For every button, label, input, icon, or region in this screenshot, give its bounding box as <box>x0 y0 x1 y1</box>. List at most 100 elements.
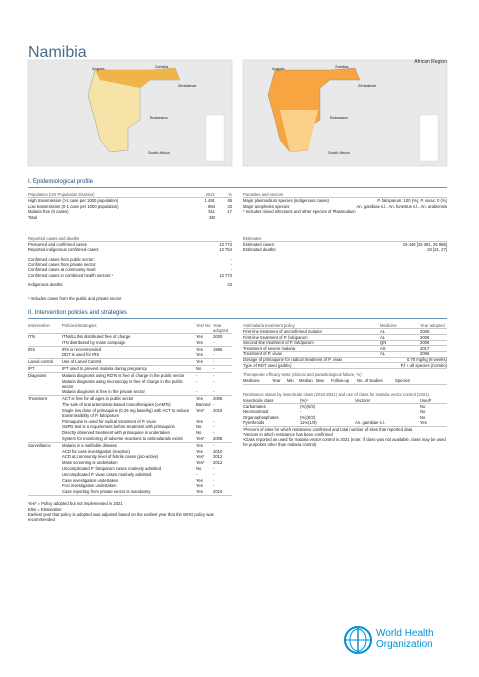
cell: (%)(0/3) <box>300 403 316 409</box>
map-label: Botswana <box>150 115 168 120</box>
col-header: Min <box>287 378 294 384</box>
cell: Yes <box>196 489 203 495</box>
cell: - <box>196 372 198 378</box>
cell: 511 <box>208 209 215 214</box>
cell: - <box>213 477 215 483</box>
cell: Indigenous deaths: <box>28 282 64 288</box>
cell: Treatment of severe malaria <box>243 345 296 351</box>
cell: 11%(1/9) <box>300 420 317 426</box>
cell: Second-line treatment of P. falciparum <box>243 340 314 346</box>
cell: P.f + all species (Combo) <box>400 362 447 368</box>
rule <box>243 339 447 341</box>
col-header: Population (UN Population Division) <box>28 192 95 197</box>
col-header: Year <box>272 378 281 384</box>
cell: Banned <box>196 402 211 407</box>
cell: No <box>420 409 426 415</box>
cell: Yes <box>196 396 203 402</box>
cell: Carbamates <box>243 403 266 409</box>
col-header: Antimalaria treatment policy <box>243 323 295 328</box>
cell: Yes <box>420 420 427 426</box>
cell: Mass screening is undertaken <box>62 460 118 466</box>
cell: Foci investigation undertaken <box>62 483 117 489</box>
cell: No <box>196 424 202 430</box>
col-header: Medicine <box>380 323 397 328</box>
cell: Major plasmodium species (indigenous cas… <box>243 198 329 203</box>
rule <box>28 371 232 373</box>
cell: Estimated deaths: <box>243 247 277 253</box>
cell: An. gambiae s.l., An. funestus s.l., An.… <box>356 203 447 209</box>
cell: 2008 <box>213 436 223 441</box>
cell: An. gambiae s.l. <box>355 420 386 426</box>
note: Yes* = Policy adopted but not implemente… <box>28 501 123 506</box>
cell: - <box>213 378 215 384</box>
group-label: Diagnosis <box>28 372 47 378</box>
rule <box>243 367 447 369</box>
cell: Yes <box>196 442 203 448</box>
cell: 2010 <box>213 489 223 495</box>
cell: Malaria diagnosis using RDTs is free of … <box>62 372 185 378</box>
col-header: Medicine <box>243 378 260 384</box>
cell: - <box>213 430 215 436</box>
cell: Total <box>28 214 37 220</box>
cell: - <box>213 466 215 471</box>
cell: - <box>230 256 232 262</box>
cell: - <box>213 424 215 430</box>
cell: Treatment of P. vivax <box>243 351 282 357</box>
col-header: % <box>228 192 232 197</box>
cell: Case investigation undertaken <box>62 477 119 483</box>
cell: - <box>196 471 198 477</box>
cell: Use of Larval Control <box>62 359 102 365</box>
note: Earliest year that policy is adopted was… <box>28 512 214 522</box>
cell: ACD for case investigation (reactive) <box>62 448 130 454</box>
rule <box>28 365 232 366</box>
cell: ACD at community level of febrile cases … <box>62 454 159 460</box>
rule <box>243 384 447 386</box>
col-header: No. of studies <box>357 378 383 384</box>
cell: - <box>213 366 215 371</box>
group-label: Surveillance <box>28 442 51 448</box>
cell: 23 [21, 27] <box>427 247 447 253</box>
cell: 2012 <box>213 460 223 466</box>
cell: The sale of oral artemisinin-based monot… <box>62 402 171 407</box>
rule <box>28 358 232 360</box>
logo-text: World Health <box>376 628 434 639</box>
cell: - <box>213 389 215 395</box>
rule <box>28 241 232 242</box>
cell: Major anopheles species <box>243 203 290 209</box>
cell: ITNs/LLINs distributed free of charge <box>62 334 131 339</box>
cell: AL <box>380 329 386 334</box>
group-label: Larval control <box>28 359 54 365</box>
map-label: Botswana <box>330 115 348 120</box>
cell: AS <box>380 345 386 351</box>
cell: Presumed and confirmed cases <box>28 242 87 247</box>
cell: Primaquine is used for radical treatment… <box>62 418 156 424</box>
cell: - <box>196 389 198 395</box>
map-label: South Africa <box>148 150 170 155</box>
map-label: Angola <box>92 66 105 71</box>
cell: 1 491 <box>204 198 215 203</box>
cell: - <box>213 483 215 489</box>
cell: 13 773 <box>219 242 232 247</box>
rule <box>243 362 447 364</box>
group-label: IPT <box>28 366 35 371</box>
cell: Yes <box>196 346 203 352</box>
group-label: IRS <box>28 346 35 352</box>
cell: Estimated cases: <box>243 242 275 247</box>
cell: 13 754 <box>219 247 232 253</box>
rule <box>28 441 232 443</box>
cell: No <box>196 366 202 371</box>
map-label: Zimbabwe <box>178 83 197 88</box>
cell: 2012 <box>213 454 223 460</box>
cell: - <box>213 471 215 477</box>
col-header: Used³ <box>420 398 432 404</box>
cell: System for monitoring of adverse reactio… <box>62 436 183 441</box>
cell: QN <box>380 340 387 346</box>
col-header: Species <box>395 378 410 384</box>
cell: AL <box>380 334 386 340</box>
rule <box>243 425 447 427</box>
cell: 33 <box>227 203 232 209</box>
col-header: Max <box>316 378 324 384</box>
cell: Yes <box>196 477 203 483</box>
cell: 3M <box>209 214 215 220</box>
cell: 2006 <box>420 351 430 357</box>
